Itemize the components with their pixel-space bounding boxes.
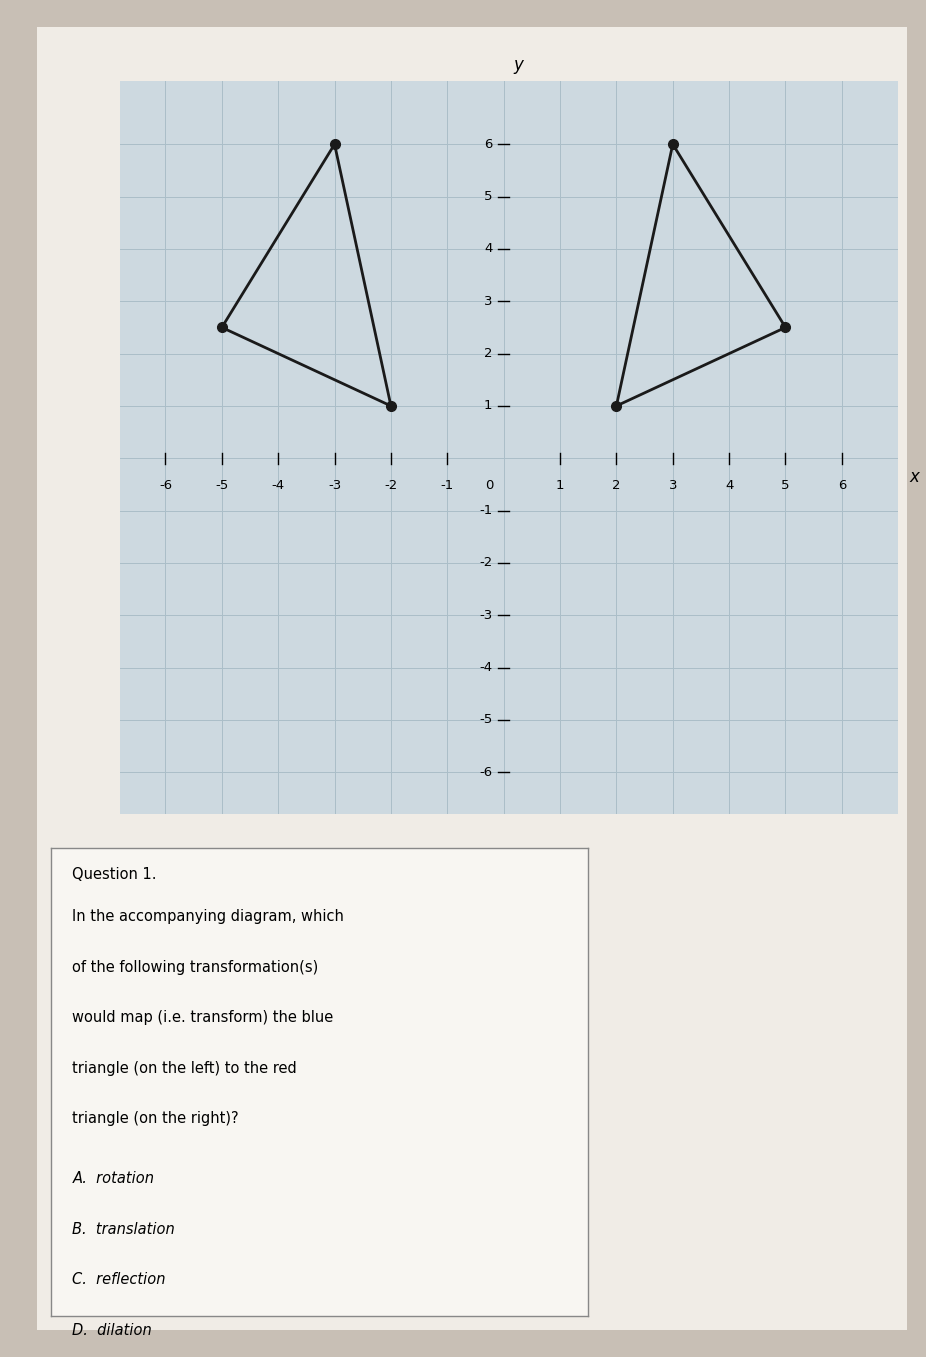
Text: 1: 1 — [556, 479, 564, 493]
Text: -1: -1 — [479, 503, 493, 517]
Text: In the accompanying diagram, which: In the accompanying diagram, which — [72, 909, 344, 924]
Text: -6: -6 — [159, 479, 172, 493]
Text: 6: 6 — [484, 137, 493, 151]
Text: -1: -1 — [441, 479, 454, 493]
Text: -3: -3 — [479, 609, 493, 622]
Text: 2: 2 — [612, 479, 620, 493]
Text: 3: 3 — [484, 294, 493, 308]
Text: -4: -4 — [271, 479, 285, 493]
Text: Question 1.: Question 1. — [72, 867, 156, 882]
Text: 1: 1 — [484, 399, 493, 413]
Text: -3: -3 — [328, 479, 341, 493]
Text: -5: -5 — [479, 714, 493, 726]
Text: B.  translation: B. translation — [72, 1221, 175, 1236]
Text: 6: 6 — [838, 479, 846, 493]
Text: triangle (on the left) to the red: triangle (on the left) to the red — [72, 1061, 297, 1076]
Text: 4: 4 — [725, 479, 733, 493]
Text: 5: 5 — [782, 479, 790, 493]
Text: -4: -4 — [480, 661, 493, 674]
Text: -2: -2 — [479, 556, 493, 570]
Text: -5: -5 — [215, 479, 229, 493]
Text: would map (i.e. transform) the blue: would map (i.e. transform) the blue — [72, 1010, 333, 1025]
Text: -6: -6 — [480, 765, 493, 779]
Text: of the following transformation(s): of the following transformation(s) — [72, 959, 319, 974]
Text: 5: 5 — [484, 190, 493, 204]
Text: 3: 3 — [669, 479, 677, 493]
Text: 4: 4 — [484, 243, 493, 255]
Text: 2: 2 — [484, 347, 493, 360]
Text: C.  reflection: C. reflection — [72, 1273, 166, 1288]
Text: 0: 0 — [485, 479, 494, 493]
Text: triangle (on the right)?: triangle (on the right)? — [72, 1111, 239, 1126]
Text: -2: -2 — [384, 479, 397, 493]
Text: y: y — [514, 56, 524, 73]
Text: A.  rotation: A. rotation — [72, 1171, 155, 1186]
Text: x: x — [909, 468, 920, 486]
Text: D.  dilation: D. dilation — [72, 1323, 152, 1338]
